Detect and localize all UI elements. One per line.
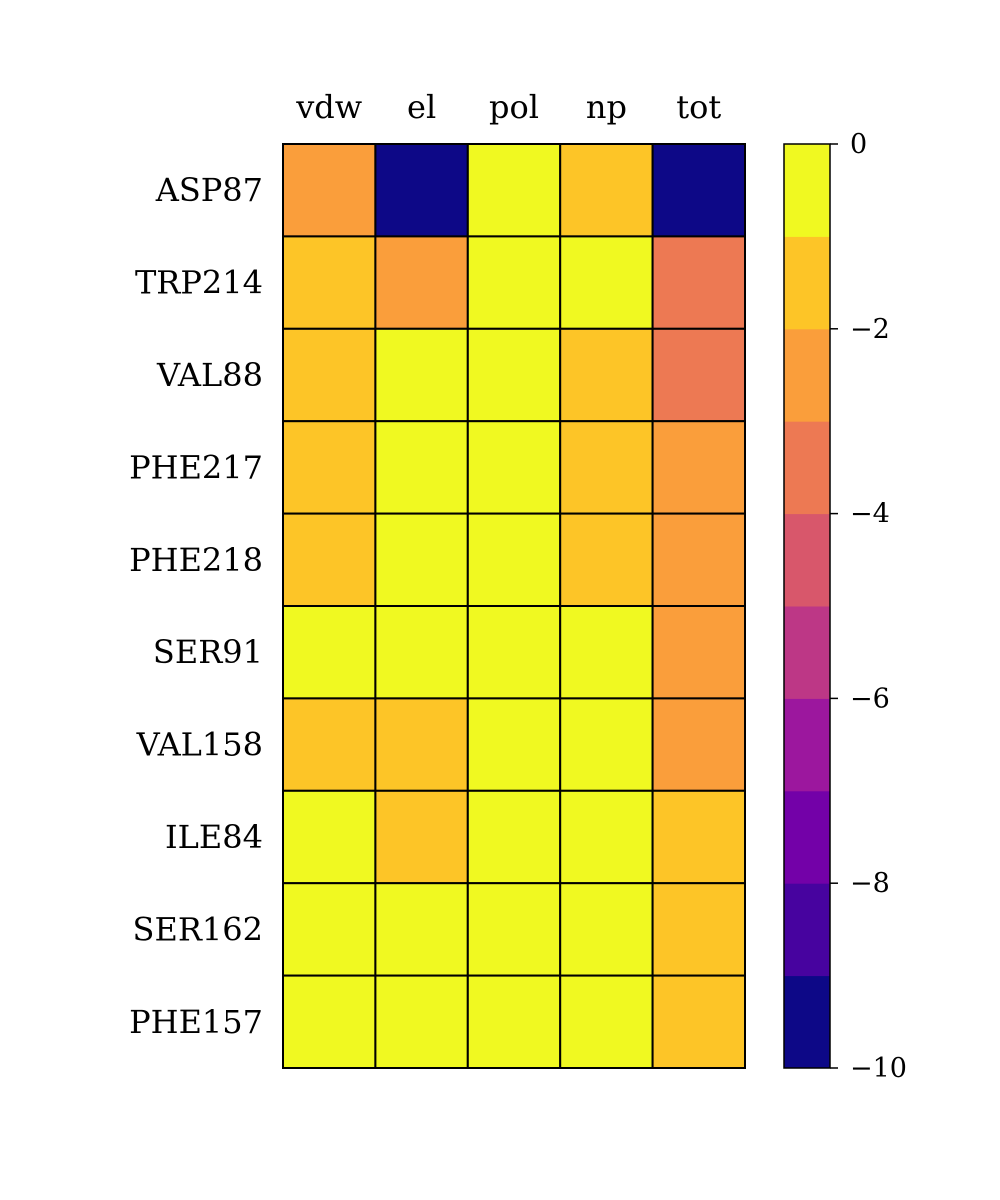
colorbar-bin <box>784 606 830 699</box>
column-label: np <box>586 88 627 126</box>
heatmap-cell <box>466 512 562 607</box>
heatmap-cell <box>466 882 562 977</box>
heatmap-cell <box>651 143 746 238</box>
row-label: VAL88 <box>156 356 263 394</box>
heatmap-cell <box>282 235 377 330</box>
colorbar-bin <box>784 328 830 422</box>
heatmap-cell <box>651 512 746 607</box>
row-label: SER162 <box>133 910 263 948</box>
heatmap-cell <box>559 882 654 977</box>
heatmap-cell <box>374 143 469 238</box>
column-labels: vdw el pol np tot <box>295 88 721 126</box>
heatmap-cell <box>282 143 377 238</box>
heatmap-cell <box>466 420 562 515</box>
colorbar-bin <box>784 236 830 330</box>
colorbar-frame <box>783 143 831 1069</box>
heatmap-cell <box>466 605 562 700</box>
heatmap-cell <box>282 327 377 423</box>
heatmap-cell <box>374 697 469 792</box>
row-label: ILE84 <box>165 818 263 856</box>
heatmap-cell <box>559 974 654 1069</box>
heatmap-cell <box>651 882 746 977</box>
heatmap-cell <box>374 605 469 700</box>
heatmap-cells <box>282 143 746 1069</box>
colorbar-tick-label: −8 <box>850 868 890 899</box>
heatmap-cell <box>282 974 377 1069</box>
row-label: ASP87 <box>155 171 263 209</box>
heatmap-cell <box>559 789 654 885</box>
heatmap-cell <box>651 327 746 423</box>
heatmap-cell <box>466 327 562 423</box>
column-label: vdw <box>295 88 362 126</box>
heatmap-cell <box>651 697 746 792</box>
row-label: PHE218 <box>129 541 263 579</box>
heatmap-cell <box>374 882 469 977</box>
colorbar-bin <box>784 790 830 884</box>
heatmap-cell <box>559 697 654 792</box>
colorbar-bin <box>784 421 830 515</box>
heatmap-cell <box>374 512 469 607</box>
colorbar-tick-label: −10 <box>850 1053 907 1084</box>
heatmap-cell <box>559 512 654 607</box>
heatmap-cell <box>374 789 469 885</box>
row-labels: ASP87 TRP214 VAL88 PHE217 PHE218 SER91 VAL158 I… <box>129 171 263 1041</box>
heatmap-cell <box>559 235 654 330</box>
heatmap-cell <box>282 605 377 700</box>
heatmap-cell <box>559 420 654 515</box>
heatmap-cell <box>466 697 562 792</box>
heatmap-cell <box>651 974 746 1069</box>
heatmap-cell <box>466 235 562 330</box>
colorbar-tick-label: −2 <box>850 314 890 345</box>
heatmap-cell <box>466 143 562 238</box>
heatmap-cell <box>559 143 654 238</box>
row-label: TRP214 <box>135 264 263 302</box>
column-label: tot <box>676 88 721 126</box>
row-label: VAL158 <box>136 726 263 764</box>
heatmap-cell <box>282 789 377 885</box>
heatmap-cell <box>282 697 377 792</box>
heatmap-cell <box>282 420 377 515</box>
colorbar-tick-label: 0 <box>850 129 867 160</box>
row-label: SER91 <box>153 633 263 671</box>
heatmap-cell <box>559 605 654 700</box>
heatmap-cell <box>282 512 377 607</box>
row-label: PHE217 <box>129 448 263 486</box>
colorbar-tick-label: −4 <box>850 499 890 530</box>
heatmap-cell <box>651 789 746 885</box>
heatmap-cell <box>282 882 377 977</box>
heatmap-cell <box>374 327 469 423</box>
heatmap-cell <box>651 605 746 700</box>
heatmap-cell <box>374 420 469 515</box>
row-label: PHE157 <box>129 1003 263 1041</box>
colorbar-bin <box>784 144 830 237</box>
heatmap-cell <box>374 974 469 1069</box>
heatmap-cell <box>466 974 562 1069</box>
colorbar-bin <box>784 883 830 977</box>
heatmap-cell <box>466 789 562 885</box>
column-label: el <box>407 88 436 126</box>
colorbar-bin <box>784 698 830 792</box>
heatmap-cell <box>651 420 746 515</box>
colorbar-tick-label: −6 <box>850 683 890 714</box>
colorbar-bin <box>784 975 830 1069</box>
colorbar: 0 −2 −4 −6 −8 −10 <box>783 129 907 1084</box>
heatmap-cell <box>559 327 654 423</box>
heatmap-cell <box>374 235 469 330</box>
heatmap-cell <box>651 235 746 330</box>
colorbar-bin <box>784 513 830 607</box>
column-label: pol <box>489 88 539 126</box>
